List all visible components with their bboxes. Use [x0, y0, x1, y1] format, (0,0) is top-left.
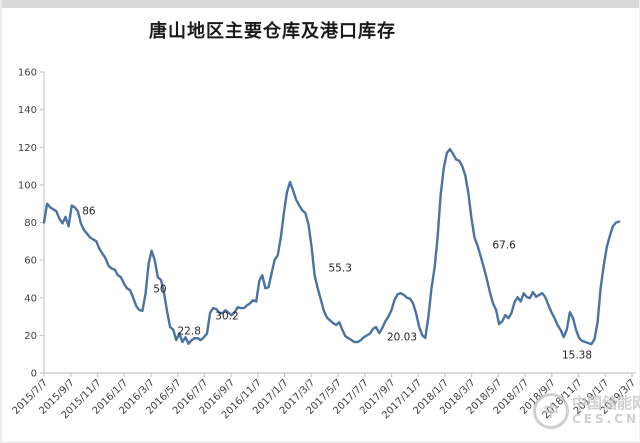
left-border-strip [0, 0, 2, 443]
data-label: 50 [153, 283, 166, 295]
y-tick-label: 120 [18, 143, 37, 154]
inventory-line [42, 147, 621, 346]
data-label: 15.38 [562, 349, 592, 361]
data-labels: 86 50 22.8 30.2 55.3 20.03 67.6 15.38 [82, 206, 592, 362]
y-tick-label: 100 [18, 180, 37, 191]
chart-title: 唐山地区主要仓库及港口库存 [149, 21, 396, 42]
data-label: 30.2 [215, 311, 238, 323]
axes [43, 72, 636, 374]
x-axis-labels: 2015/7/72015/9/72015/11/72016/1/72016/3/… [11, 373, 638, 421]
y-axis-labels: 0 20 40 60 80 100 120 140 160 [18, 68, 44, 380]
y-tick-label: 140 [18, 105, 37, 116]
y-tick-label: 40 [24, 293, 37, 304]
y-tick-label: 20 [24, 331, 37, 342]
data-label: 86 [82, 206, 96, 218]
data-label: 55.3 [329, 263, 352, 275]
y-tick-label: 160 [18, 68, 37, 79]
y-tick-label: 60 [24, 256, 37, 267]
data-label: 20.03 [387, 332, 417, 344]
data-label: 67.6 [492, 240, 516, 252]
y-tick-label: 80 [24, 218, 37, 229]
top-border-strip [0, 0, 640, 8]
y-tick-label: 0 [31, 369, 37, 380]
data-label: 22.8 [178, 326, 201, 338]
bottom-border-strip [0, 441, 640, 443]
